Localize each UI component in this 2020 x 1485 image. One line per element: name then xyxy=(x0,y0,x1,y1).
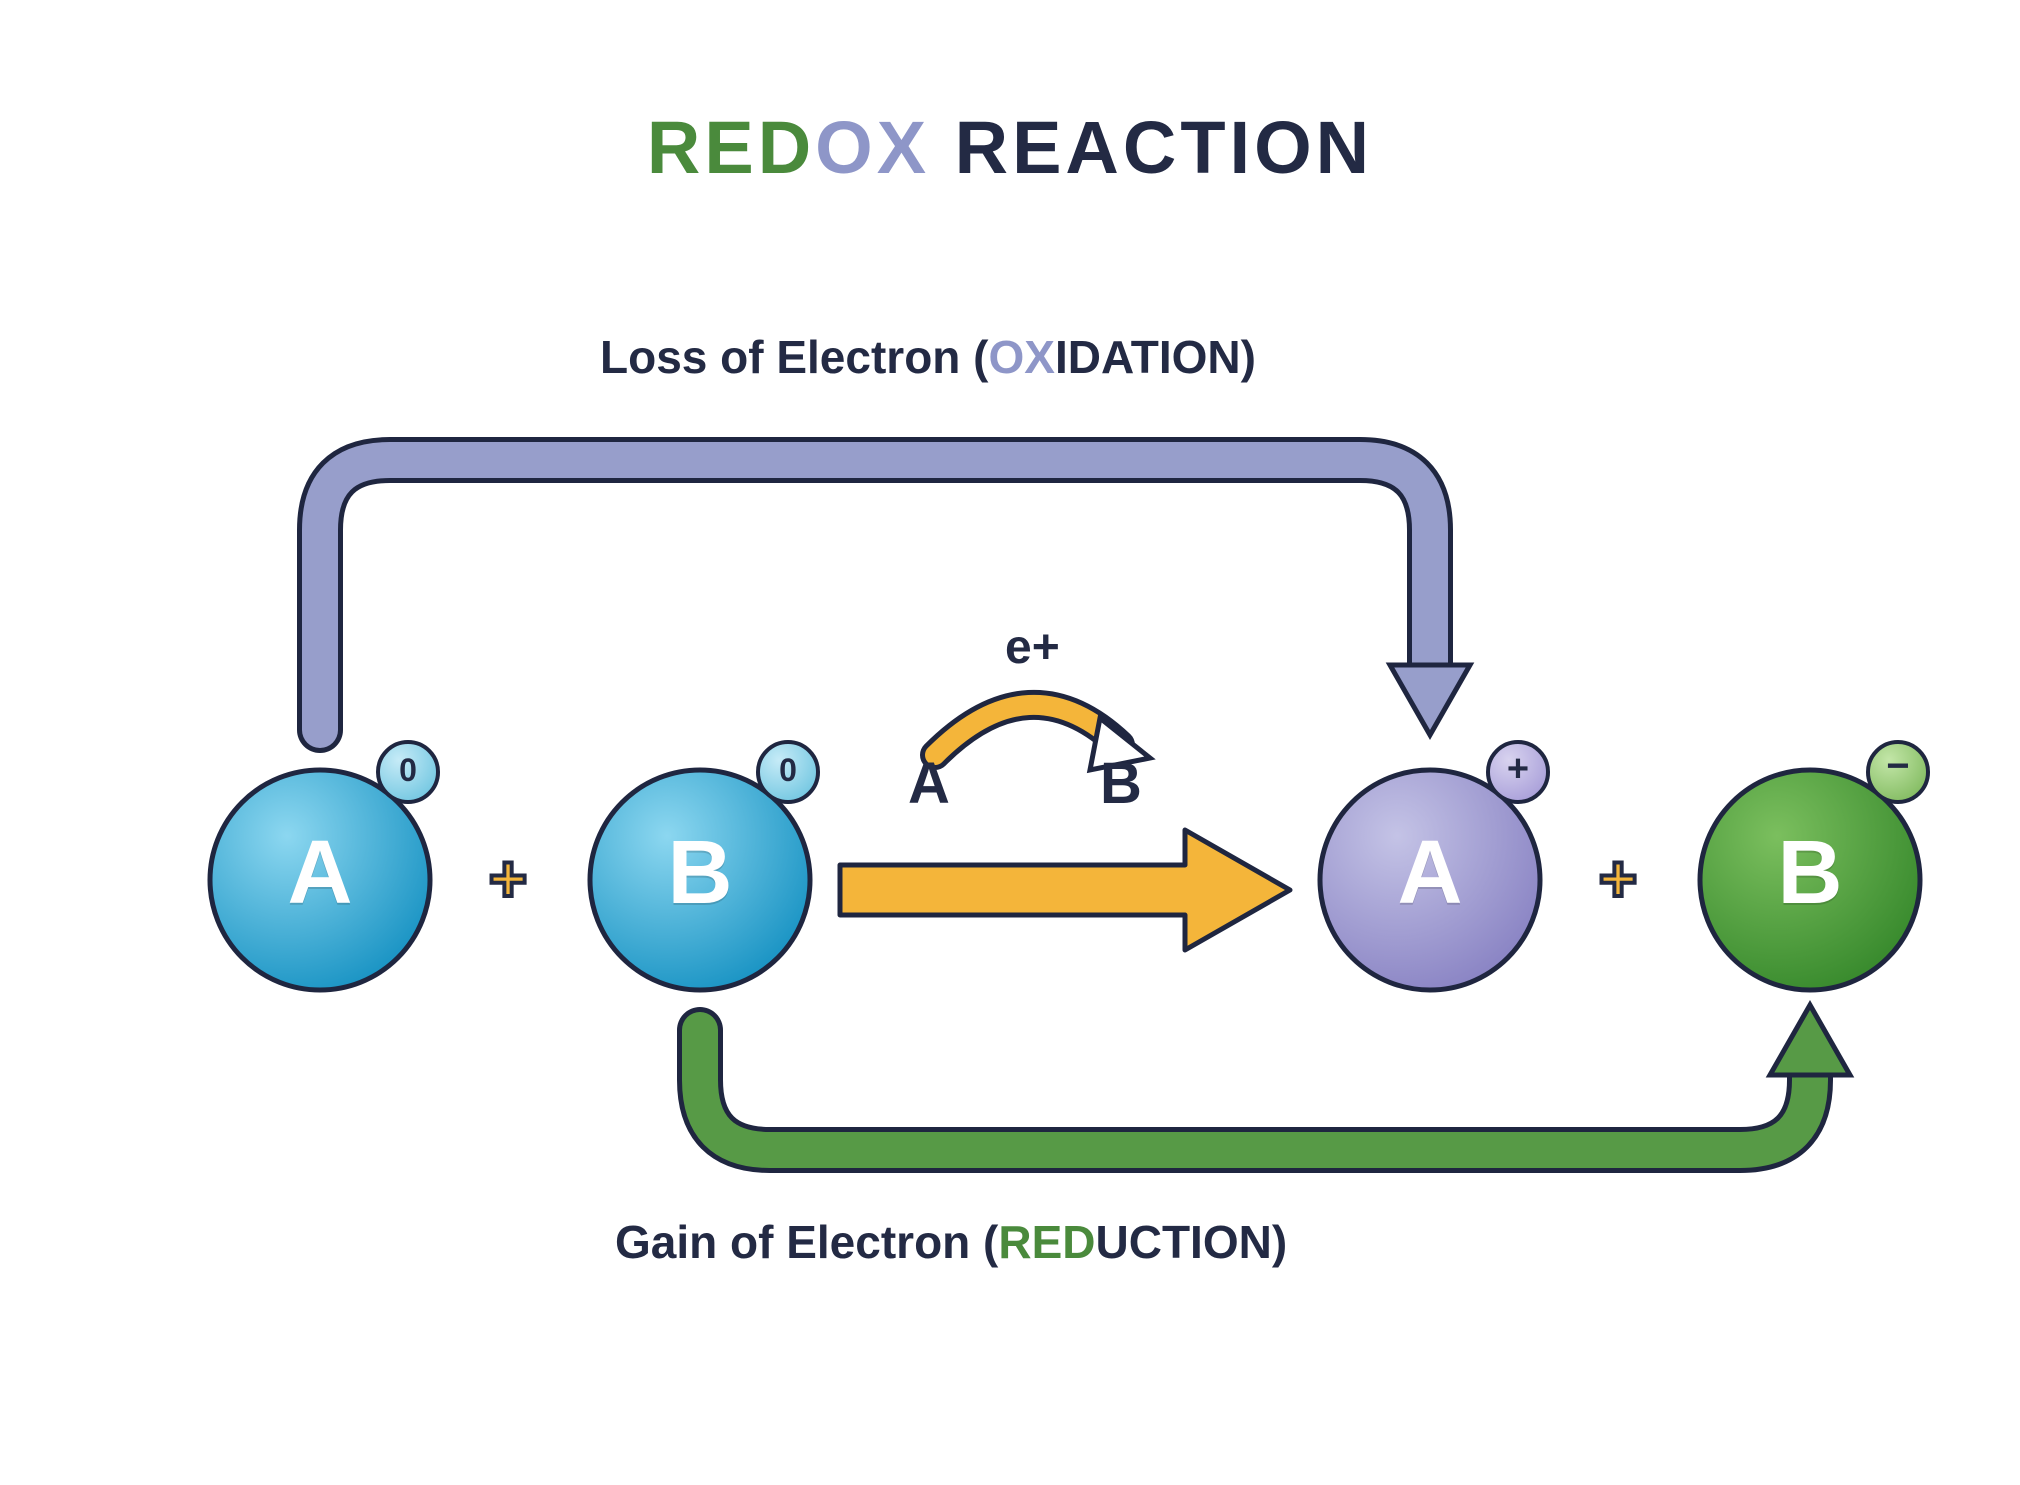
reduction-arrow xyxy=(700,1005,1850,1150)
small-B-label: B xyxy=(1100,750,1142,817)
badge-B1-text: 0 xyxy=(773,752,803,789)
ball-A1-letter: A xyxy=(260,822,380,925)
title: REDOX REACTION xyxy=(0,105,2020,190)
plus-left: + xyxy=(478,840,538,916)
electron-label: e+ xyxy=(1005,620,1060,675)
title-rest: REACTION xyxy=(930,106,1373,189)
small-A-label: A xyxy=(908,750,950,817)
reduction-label: Gain of Electron (REDUCTION) xyxy=(615,1215,1287,1269)
red-label-hl: RED xyxy=(998,1216,1095,1268)
title-red: RED xyxy=(647,106,815,189)
ox-label-hl: OX xyxy=(988,331,1054,383)
ox-label-suffix: IDATION) xyxy=(1055,331,1256,383)
red-label-prefix: Gain of Electron ( xyxy=(615,1216,998,1268)
red-label-suffix: UCTION) xyxy=(1096,1216,1288,1268)
title-ox: OX xyxy=(815,106,930,189)
ball-B2-letter: B xyxy=(1750,822,1870,925)
badge-A2-text: + xyxy=(1503,748,1533,791)
reaction-arrow xyxy=(840,830,1290,950)
diagram-stage: REDOX REACTION Loss of Electron (OXIDATI… xyxy=(0,0,2020,1485)
ox-label-prefix: Loss of Electron ( xyxy=(600,331,988,383)
oxidation-label: Loss of Electron (OXIDATION) xyxy=(600,330,1256,384)
oxidation-arrow xyxy=(320,460,1470,735)
badge-B2-text: − xyxy=(1883,744,1913,789)
badge-A1-text: 0 xyxy=(393,752,423,789)
ball-A2-letter: A xyxy=(1370,822,1490,925)
plus-right: + xyxy=(1588,840,1648,916)
ball-B1-letter: B xyxy=(640,822,760,925)
